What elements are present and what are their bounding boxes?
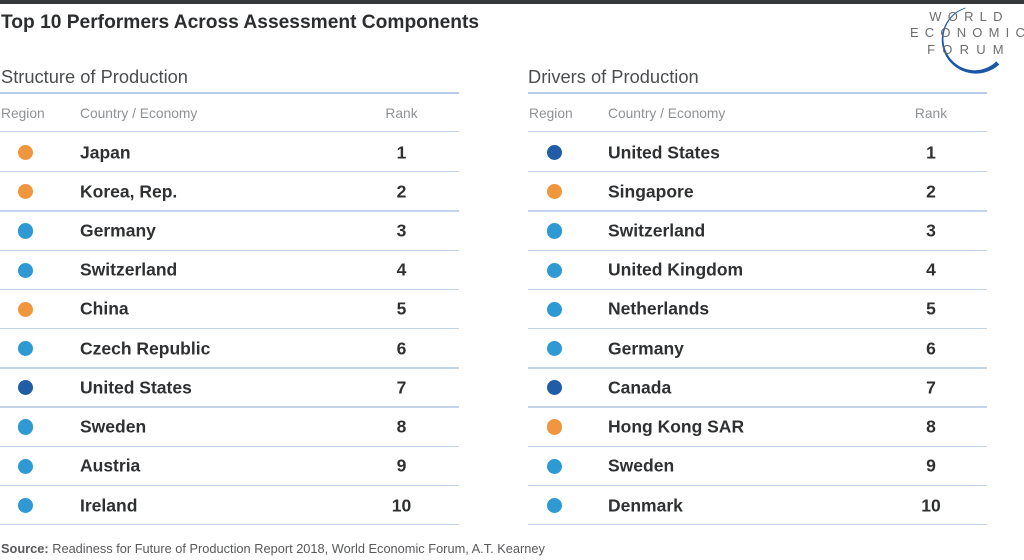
svg-text:FORUM: FORUM: [927, 42, 1011, 57]
svg-text:ECONOMIC: ECONOMIC: [910, 25, 1024, 40]
svg-text:WORLD: WORLD: [929, 9, 1008, 24]
